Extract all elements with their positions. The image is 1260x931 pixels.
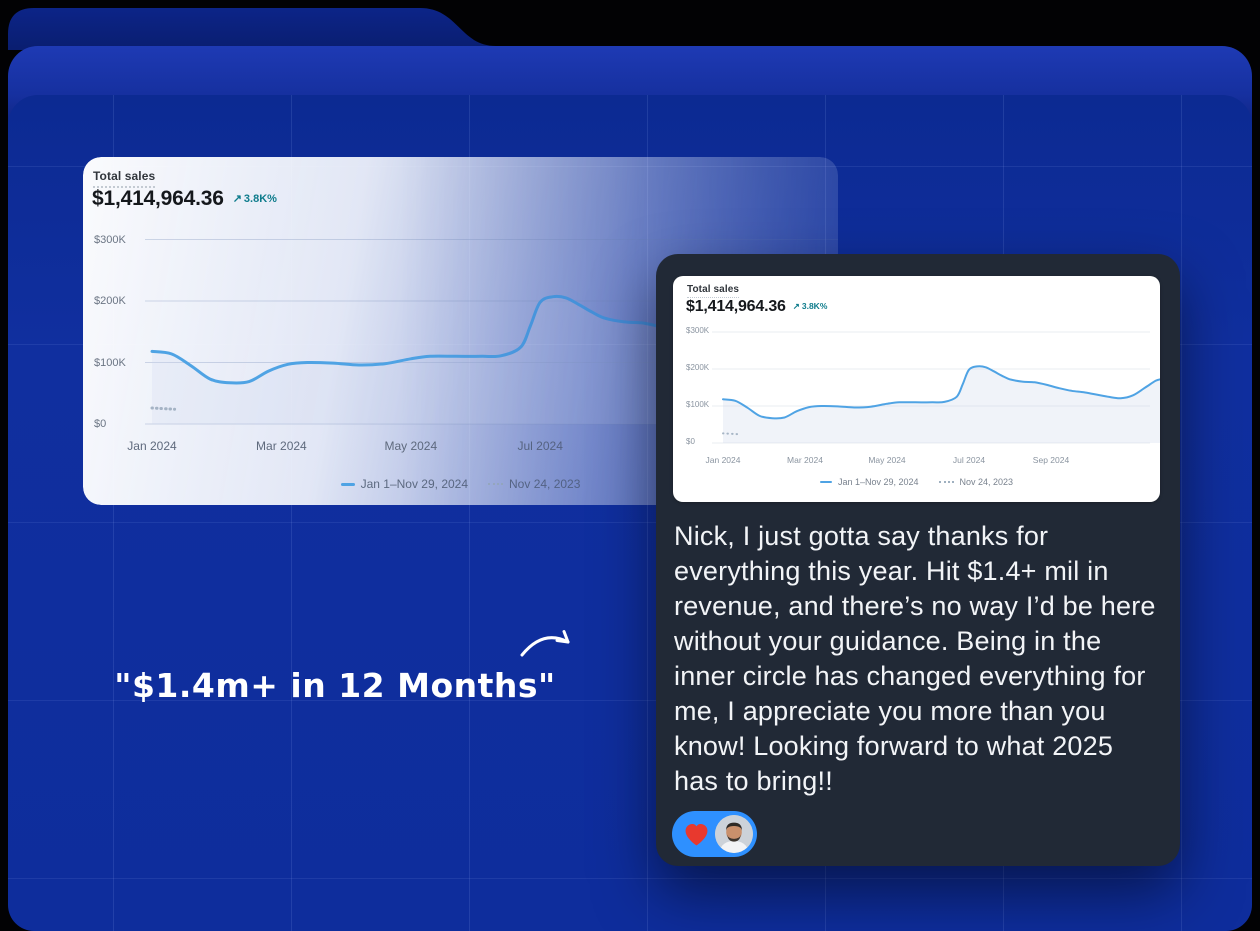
x-axis-label: Mar 2024: [256, 439, 307, 453]
user-avatar: [715, 815, 753, 853]
chart-legend: Jan 1–Nov 29, 2024 Nov 24, 2023: [673, 477, 1160, 487]
legend-item-current: Jan 1–Nov 29, 2024: [819, 477, 919, 487]
x-axis-label: Jan 2024: [705, 455, 741, 465]
legend-label-previous: Nov 24, 2023: [959, 477, 1014, 487]
sales-chart-card-small: Total sales $1,414,964.36 ↗ 3.8K% $300K $20…: [673, 276, 1160, 502]
x-axis-label: Jul 2024: [952, 455, 986, 465]
reaction-pill: [672, 811, 757, 857]
trend-badge: ↗ 3.8K%: [233, 193, 277, 205]
legend-label-previous: Nov 24, 2023: [509, 477, 581, 491]
sales-line-chart-small: $300K $200K $100K $0 Jan 2024 Mar 2024 May 202…: [673, 276, 1160, 502]
legend-solid-line-icon: [340, 482, 355, 486]
curved-arrow-icon: [520, 630, 570, 657]
chart-title: Total sales: [687, 284, 740, 298]
total-sales-value: $1,414,964.36: [92, 187, 224, 210]
chart-legend: Jan 1–Nov 29, 2024 Nov 24, 2023: [83, 477, 838, 491]
legend-dotted-line-icon: [938, 481, 954, 483]
y-axis-label: $200K: [686, 363, 710, 372]
y-axis-label: $100K: [94, 356, 126, 369]
folder-tab-shape: [8, 8, 608, 50]
total-sales-value-row: $1,414,964.36 ↗ 3.8K%: [92, 187, 277, 211]
legend-item-previous: Nov 24, 2023: [938, 477, 1014, 487]
x-axis-label: May 2024: [384, 439, 438, 453]
y-axis-label: $0: [686, 437, 695, 446]
testimonial-card: Total sales $1,414,964.36 ↗ 3.8K% $300K $20…: [656, 254, 1180, 866]
trend-arrow-icon: ↗: [232, 193, 242, 205]
legend-label-current: Jan 1–Nov 29, 2024: [360, 477, 469, 491]
y-axis-label: $300K: [686, 326, 710, 335]
x-axis-label: Jan 2024: [127, 439, 177, 453]
testimonial-message: Nick, I just gotta say thanks for everyt…: [674, 521, 1156, 796]
x-axis-label: Jul 2024: [517, 439, 563, 453]
chart-title: Total sales: [93, 169, 156, 188]
legend-label-current: Jan 1–Nov 29, 2024: [837, 477, 919, 487]
trend-change-value: 3.8K%: [801, 301, 828, 311]
y-axis-label: $300K: [94, 233, 126, 246]
x-axis-label: Mar 2024: [787, 455, 823, 465]
y-axis-label: $200K: [94, 295, 126, 307]
total-sales-value-row: $1,414,964.36 ↗ 3.8K%: [686, 298, 827, 316]
trend-change-value: 3.8K%: [243, 193, 277, 205]
y-axis-label: $100K: [686, 400, 710, 409]
legend-item-current: Jan 1–Nov 29, 2024: [340, 477, 469, 491]
trend-badge: ↗ 3.8K%: [793, 301, 828, 311]
total-sales-value: $1,414,964.36: [686, 298, 786, 315]
heart-icon: [685, 823, 708, 845]
trend-arrow-icon: ↗: [792, 301, 800, 311]
legend-dotted-line-icon: [488, 483, 504, 485]
y-axis-label: $0: [94, 418, 107, 430]
x-axis-label: May 2024: [868, 455, 906, 465]
legend-item-previous: Nov 24, 2023: [488, 477, 580, 491]
x-axis-label: Sep 2024: [1032, 455, 1070, 465]
legend-solid-line-icon: [819, 480, 832, 484]
caption-text: "$1.4m+ in 12 Months": [114, 666, 556, 705]
